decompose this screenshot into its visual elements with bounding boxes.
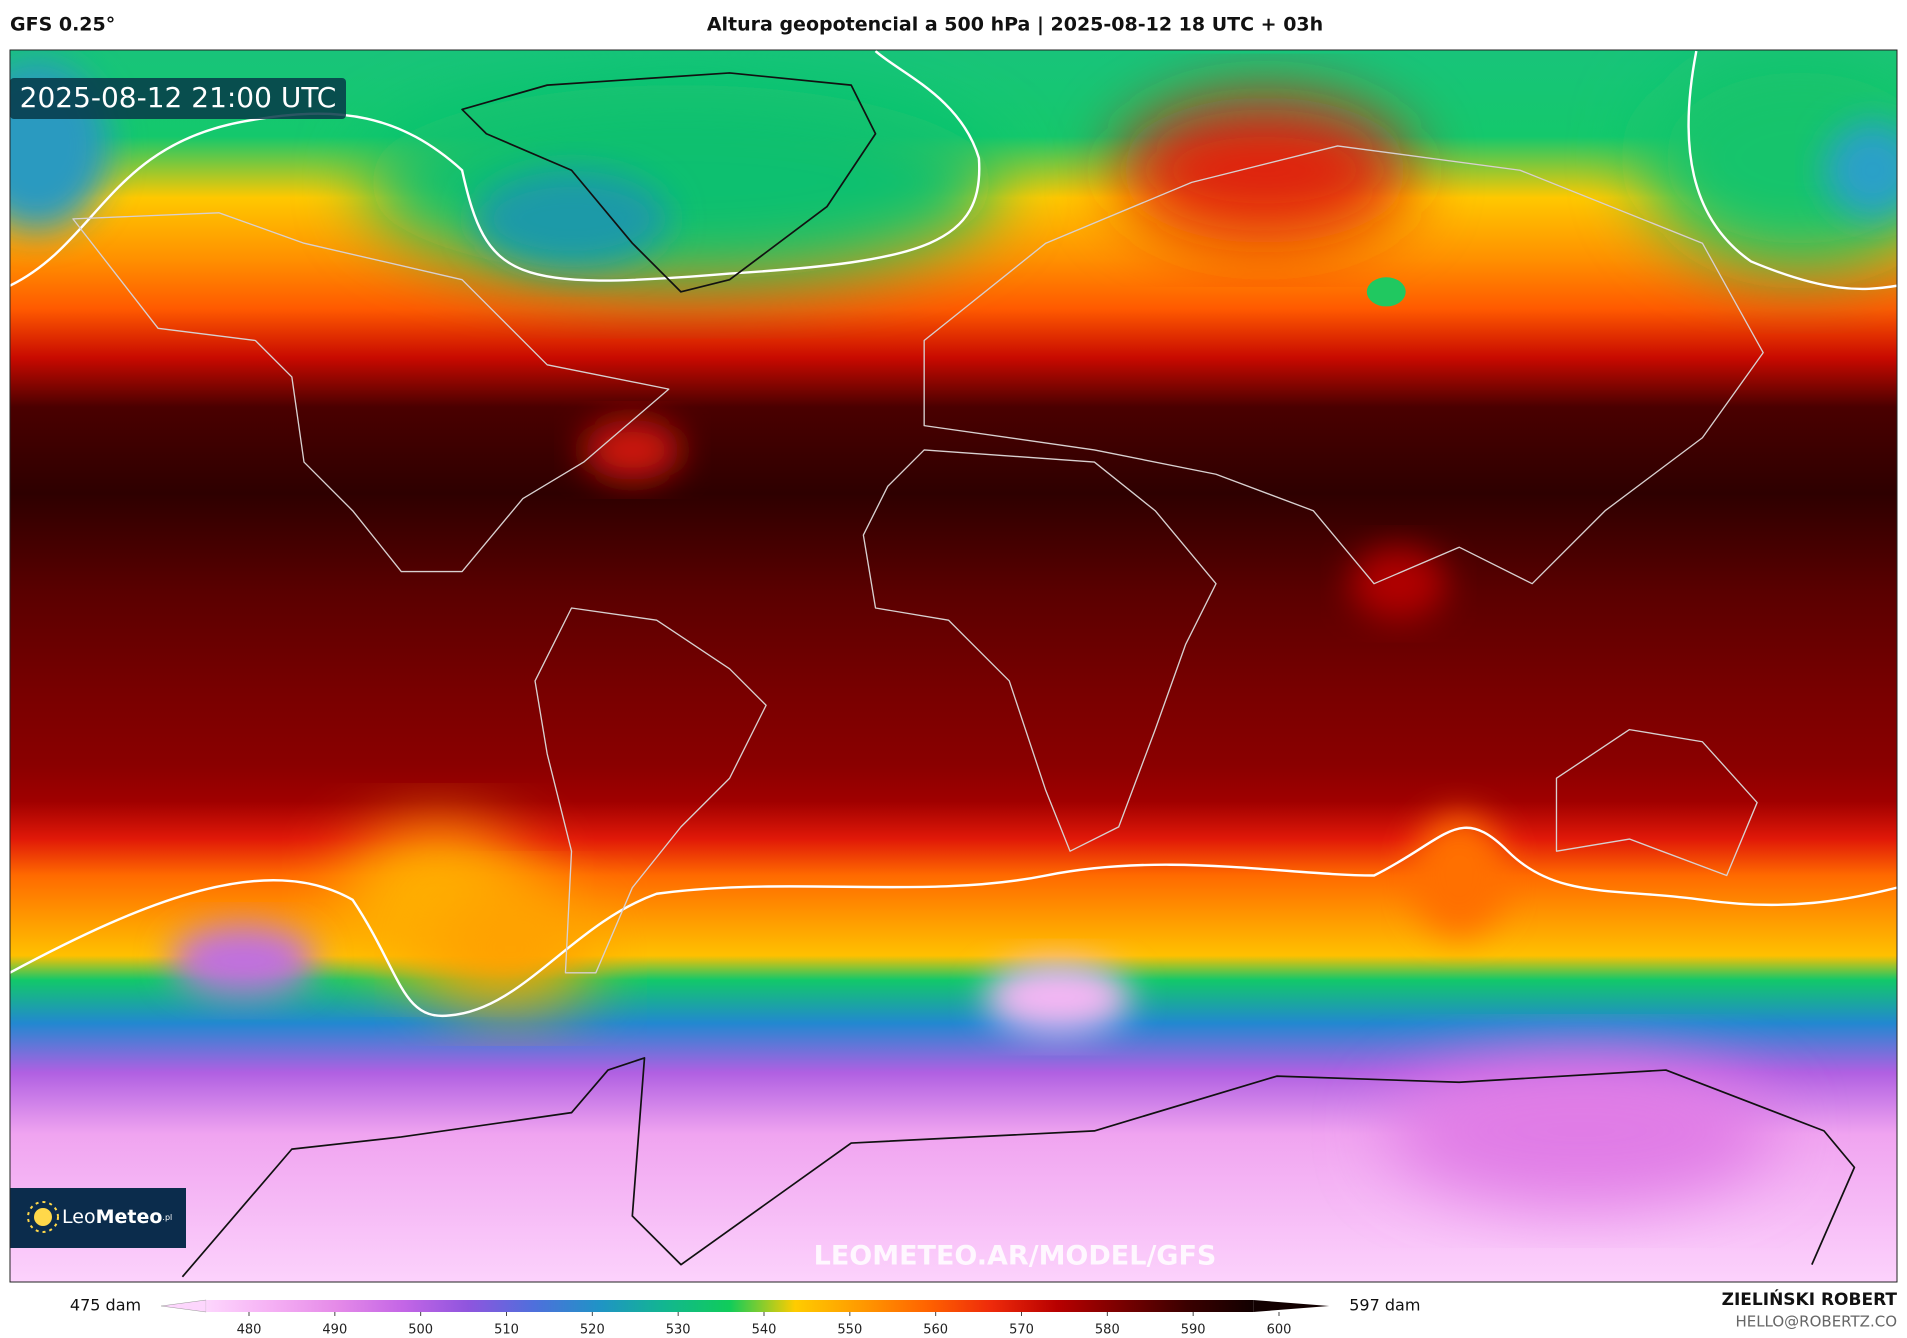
coastlines [72, 72, 1856, 1278]
colorbar-tick-label: 540 [752, 1323, 777, 1338]
colorbar-tick-label: 500 [408, 1323, 433, 1338]
logo-bold: Meteo [96, 1206, 163, 1228]
logo-sun [34, 1208, 52, 1226]
colorbar-tick-label: 560 [923, 1323, 948, 1338]
model-name: GFS 0.25° [10, 14, 115, 36]
logo-rays [27, 1201, 59, 1233]
colorbar-tick-label: 480 [237, 1323, 262, 1338]
email: HELLO@ROBERTZ.CO [1735, 1313, 1897, 1331]
colorbar-tick-label: 570 [1009, 1323, 1034, 1338]
logo-suffix: .pl [162, 1213, 172, 1222]
colorbar-tick-label: 510 [494, 1323, 519, 1338]
colorbar-tick-label: 490 [322, 1323, 347, 1338]
colorbar-max-label: 597 dam [1349, 1296, 1420, 1315]
map-frame [9, 49, 1898, 1283]
colorbar-tick-label: 520 [580, 1323, 605, 1338]
field-features [10, 50, 1897, 1204]
map-area: 2025-08-12 21:00 UTC LEOMETEO.AR/MODEL/G… [10, 50, 1897, 1282]
colorbar-tick-label: 590 [1181, 1323, 1206, 1338]
colorbar-right-end [1253, 1300, 1330, 1312]
colorbar-body [206, 1300, 1254, 1312]
colorbar-tick-label: 580 [1095, 1323, 1120, 1338]
map-title: Altura geopotencial a 500 hPa | 2025-08-… [707, 14, 1323, 36]
timestamp-box [10, 78, 346, 119]
logo-text: LeoMeteo.pl [62, 1206, 172, 1228]
colorbar-tick-label: 530 [666, 1323, 691, 1338]
watermark: LEOMETEO.AR/MODEL/GFS [814, 1241, 1217, 1272]
colorbar: 480 490 500 510 520 530 540 550 560 570 580 590 600 4… [70, 1296, 1421, 1338]
author: ZIELIŃSKI ROBERT [1722, 1288, 1898, 1310]
colorbar-tick-label: 550 [837, 1323, 862, 1338]
valid-time: 2025-08-12 21:00 UTC [20, 81, 337, 114]
colorbar-min-label: 475 dam [70, 1296, 141, 1315]
colorbar-tick-label: 600 [1267, 1323, 1292, 1338]
logo-light: Leo [62, 1206, 96, 1228]
colorbar-left-end [161, 1299, 207, 1313]
